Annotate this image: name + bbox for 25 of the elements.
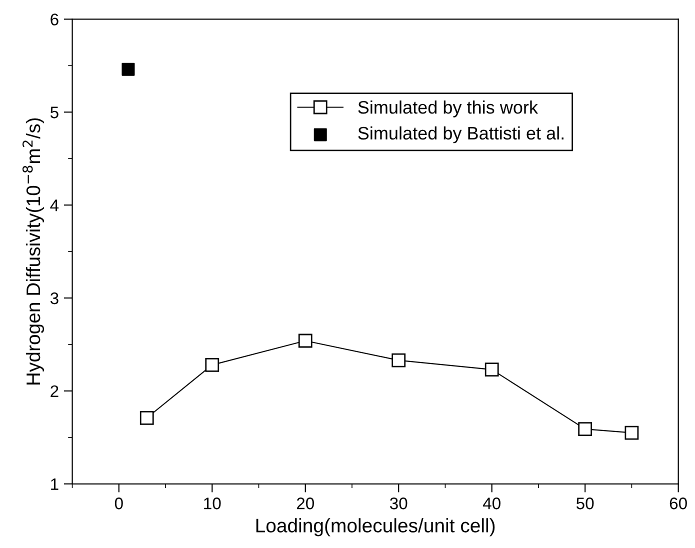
x-tick-label: 30 (390, 498, 408, 510)
y-tick-label: 1 (51, 478, 58, 490)
point (122, 62, 135, 76)
x-tick-label: 0 (114, 498, 123, 510)
point (205, 358, 220, 372)
point (624, 426, 639, 440)
legend-label: Simulated by this work (358, 100, 538, 118)
y-tick-label: 3 (50, 292, 58, 304)
y-tick-label: 5 (50, 106, 58, 118)
point (140, 410, 154, 425)
point (298, 334, 312, 348)
legend-label: Simulated by Battisti et al. (358, 126, 564, 144)
x-tick-label: 10 (204, 498, 221, 510)
x-axis-title: Loading(molecules/unit cell) (256, 518, 495, 536)
x-tick-label: 40 (482, 498, 500, 510)
x-tick-label: 50 (576, 498, 594, 510)
y-tick-label: 2 (50, 385, 58, 397)
x-tick-label: 20 (296, 498, 314, 510)
y-tick-label: 4 (50, 200, 59, 212)
x-tick-label: 60 (670, 498, 687, 510)
point (484, 362, 499, 377)
point (578, 422, 592, 436)
y-tick-label: 6 (50, 14, 58, 26)
y-axis-title: Hydrogen Diffusivity(10$^{−8}$m$^{2}$/s) (22, 118, 44, 384)
point (392, 353, 406, 368)
